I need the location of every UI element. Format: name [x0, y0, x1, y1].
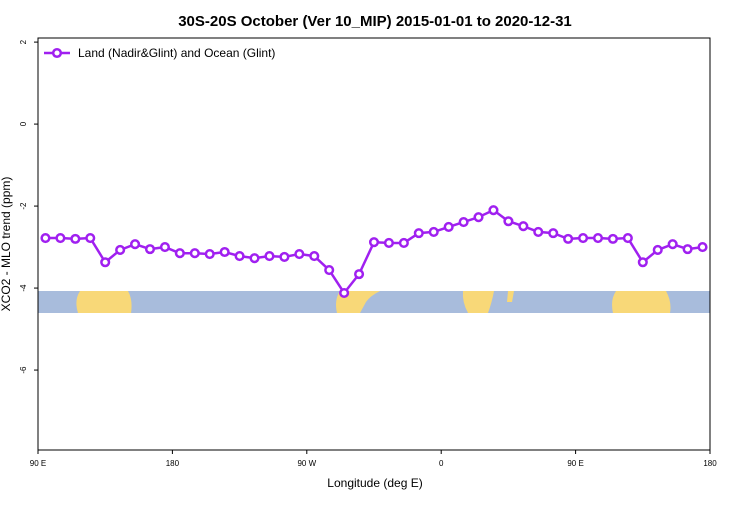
data-point	[130, 239, 141, 250]
y-axis-label: XCO2 - MLO trend (ppm)	[0, 177, 13, 312]
data-point	[189, 248, 200, 259]
data-point	[309, 251, 320, 262]
data-point	[264, 251, 275, 262]
data-point	[204, 248, 215, 260]
data-point	[383, 237, 394, 249]
land	[612, 291, 671, 313]
data-point	[144, 244, 156, 255]
data-point	[85, 233, 96, 244]
series-line	[45, 208, 703, 296]
y-tick-label: -4	[19, 284, 28, 292]
land	[462, 291, 494, 313]
data-point	[219, 246, 230, 258]
chart-title: 30S-20S October (Ver 10_MIP) 2015-01-01 …	[178, 13, 572, 30]
data-point	[339, 287, 350, 299]
x-tick-label: 180	[703, 459, 717, 468]
data-point	[115, 244, 126, 255]
data-point	[249, 253, 260, 264]
data-point	[100, 257, 111, 268]
data-point	[697, 242, 708, 253]
data-point	[159, 242, 170, 253]
x-tick-label: 90 W	[297, 459, 316, 468]
data-point	[458, 217, 469, 228]
data-point	[55, 233, 66, 244]
land	[507, 291, 514, 302]
data-point	[234, 251, 245, 262]
data-point	[398, 237, 409, 249]
data-point	[174, 248, 185, 259]
y-tick-label: 0	[19, 121, 28, 126]
data-point	[563, 233, 574, 244]
y-tick-label: -2	[19, 202, 28, 210]
data-point	[667, 239, 678, 250]
legend-label: Land (Nadir&Glint) and Ocean (Glint)	[78, 46, 275, 60]
y-tick-label: 2	[19, 39, 28, 44]
data-point	[413, 228, 424, 239]
x-tick-label: 90 E	[567, 459, 583, 468]
data-point	[70, 233, 81, 244]
x-tick-label: 0	[439, 459, 444, 468]
data-point	[428, 226, 439, 237]
data-point	[592, 233, 604, 244]
x-tick-label: 180	[166, 459, 180, 468]
data-point	[652, 244, 663, 255]
data-point	[294, 248, 305, 260]
data-point	[682, 244, 693, 255]
data-point	[488, 205, 499, 216]
data-point	[368, 237, 380, 248]
data-point	[548, 228, 559, 239]
data-point	[578, 233, 589, 244]
data-point	[40, 233, 51, 244]
map-strip	[38, 291, 710, 313]
y-tick-label: -6	[19, 366, 28, 374]
land	[76, 291, 132, 313]
x-axis-label: Longitude (deg E)	[327, 476, 422, 490]
data-point	[607, 233, 618, 244]
data-point	[637, 257, 648, 268]
plot-frame	[37, 37, 711, 451]
data-point	[324, 264, 335, 276]
data-point	[533, 226, 544, 237]
data-point	[473, 212, 484, 223]
data-point	[622, 233, 633, 244]
data-point	[443, 221, 454, 233]
data-point	[354, 269, 365, 280]
ocean-band	[38, 291, 710, 313]
data-point	[503, 216, 514, 227]
legend-marker	[51, 47, 63, 59]
x-tick-label: 90 E	[30, 459, 46, 468]
data-point	[279, 251, 290, 262]
data-point	[518, 221, 529, 232]
